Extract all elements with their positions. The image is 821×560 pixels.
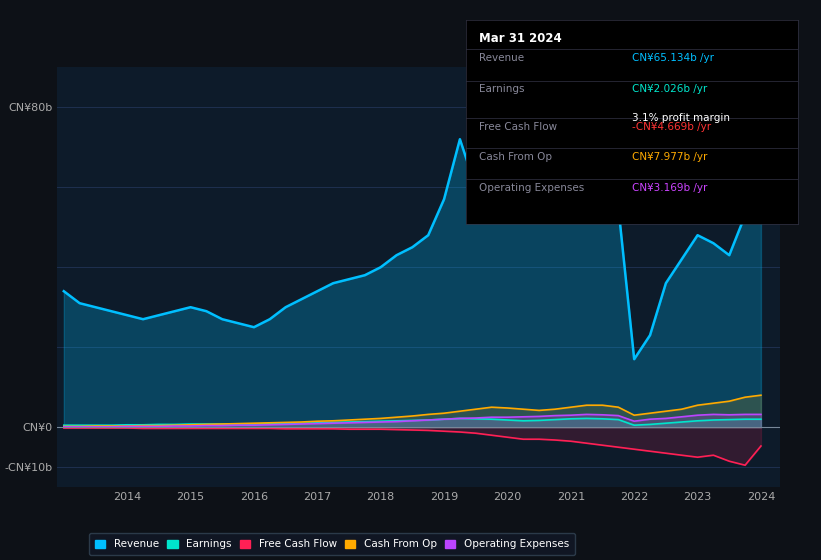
Text: Free Cash Flow: Free Cash Flow (479, 122, 557, 132)
Text: Earnings: Earnings (479, 84, 525, 94)
Text: CN¥2.026b /yr: CN¥2.026b /yr (632, 84, 707, 94)
Text: -CN¥4.669b /yr: -CN¥4.669b /yr (632, 122, 711, 132)
Text: CN¥65.134b /yr: CN¥65.134b /yr (632, 53, 713, 63)
Text: Operating Expenses: Operating Expenses (479, 183, 584, 193)
Text: CN¥7.977b /yr: CN¥7.977b /yr (632, 152, 707, 162)
Text: Revenue: Revenue (479, 53, 524, 63)
Text: Mar 31 2024: Mar 31 2024 (479, 32, 562, 45)
Text: Cash From Op: Cash From Op (479, 152, 552, 162)
Legend: Revenue, Earnings, Free Cash Flow, Cash From Op, Operating Expenses: Revenue, Earnings, Free Cash Flow, Cash … (89, 533, 576, 556)
Text: 3.1% profit margin: 3.1% profit margin (632, 113, 730, 123)
Text: CN¥3.169b /yr: CN¥3.169b /yr (632, 183, 707, 193)
